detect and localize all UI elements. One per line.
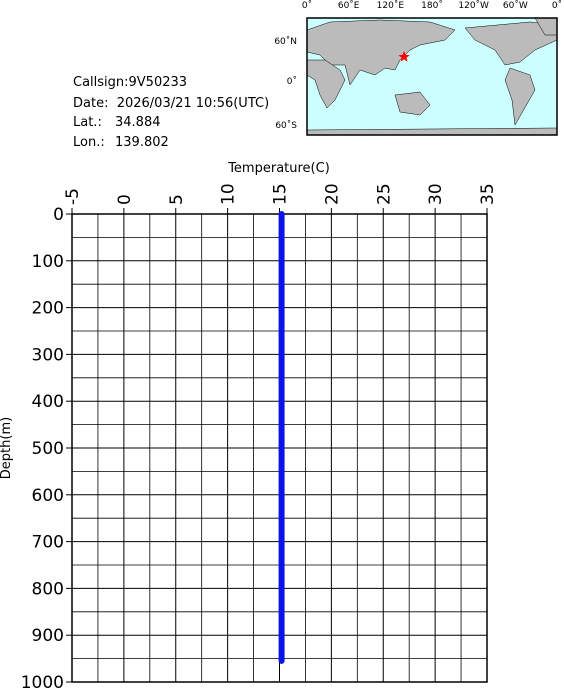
y-tick-label: 1000 — [21, 673, 64, 690]
date: Date: 2026/03/21 10:56(UTC) — [73, 96, 269, 111]
map: 0˚ 60˚E 120˚E 180˚ 120˚W 60˚W 0˚ 60˚N 0˚ 60˚S — [274, 0, 562, 136]
x-tick-label: 0 — [115, 194, 135, 205]
map-lat-label: 60˚N — [274, 36, 297, 47]
map-lon-label: 60˚W — [503, 0, 528, 11]
y-tick-label: 600 — [32, 486, 64, 506]
lon-label: Lon.: — [73, 135, 105, 150]
plot: -5 0 5 10 15 20 25 30 35010020030040050060070080… — [21, 183, 498, 693]
land — [306, 17, 558, 136]
y-tick-label: 500 — [32, 439, 64, 459]
map-lon-label: 0˚ — [552, 0, 562, 11]
y-tick-label: 700 — [32, 533, 64, 553]
map-lon-label: 120˚E — [377, 0, 405, 11]
x-tick-label: 35 — [478, 183, 498, 205]
info: Callsign:9V50233 Date: 2026/03/21 10:56(… — [73, 75, 269, 150]
x-tick-label: 5 — [167, 194, 187, 205]
lon: 139.802 — [115, 135, 169, 150]
map-frame — [306, 17, 558, 136]
x-tick-label: 10 — [219, 183, 239, 205]
x-tick-label: 25 — [374, 183, 394, 205]
lat-label: Lat.: — [73, 115, 102, 130]
map-lon-label: 180˚ — [421, 0, 443, 11]
map-lon-label: 120˚W — [458, 0, 489, 11]
y-tick-label: 400 — [32, 392, 64, 412]
map-lat-label: 60˚S — [275, 120, 297, 131]
map-lon-label: 0˚ — [302, 0, 312, 11]
y-tick-label: 300 — [32, 345, 64, 365]
map-lat-label: 0˚ — [287, 76, 297, 87]
south-america — [504, 67, 536, 126]
x-tick-label: 20 — [322, 183, 342, 205]
map-lon-label: 60˚E — [338, 0, 360, 11]
x-tick-label: -5 — [63, 188, 83, 205]
y-tick-label: 100 — [32, 252, 64, 272]
x-axis-title: Temperature(C) — [227, 161, 330, 176]
y-tick-label: 800 — [32, 579, 64, 599]
y-axis-title: Depth(m) — [0, 417, 14, 479]
x-tick-label: 30 — [426, 183, 446, 205]
y-tick-label: 900 — [32, 626, 64, 646]
x-tick-label: 15 — [271, 183, 291, 205]
australia — [394, 91, 431, 116]
africa — [306, 59, 346, 109]
lat: 34.884 — [115, 115, 161, 130]
location-star — [398, 50, 410, 62]
callsign: Callsign:9V50233 — [73, 75, 187, 90]
y-tick-label: 0 — [53, 205, 64, 225]
y-tick-label: 200 — [32, 299, 64, 319]
